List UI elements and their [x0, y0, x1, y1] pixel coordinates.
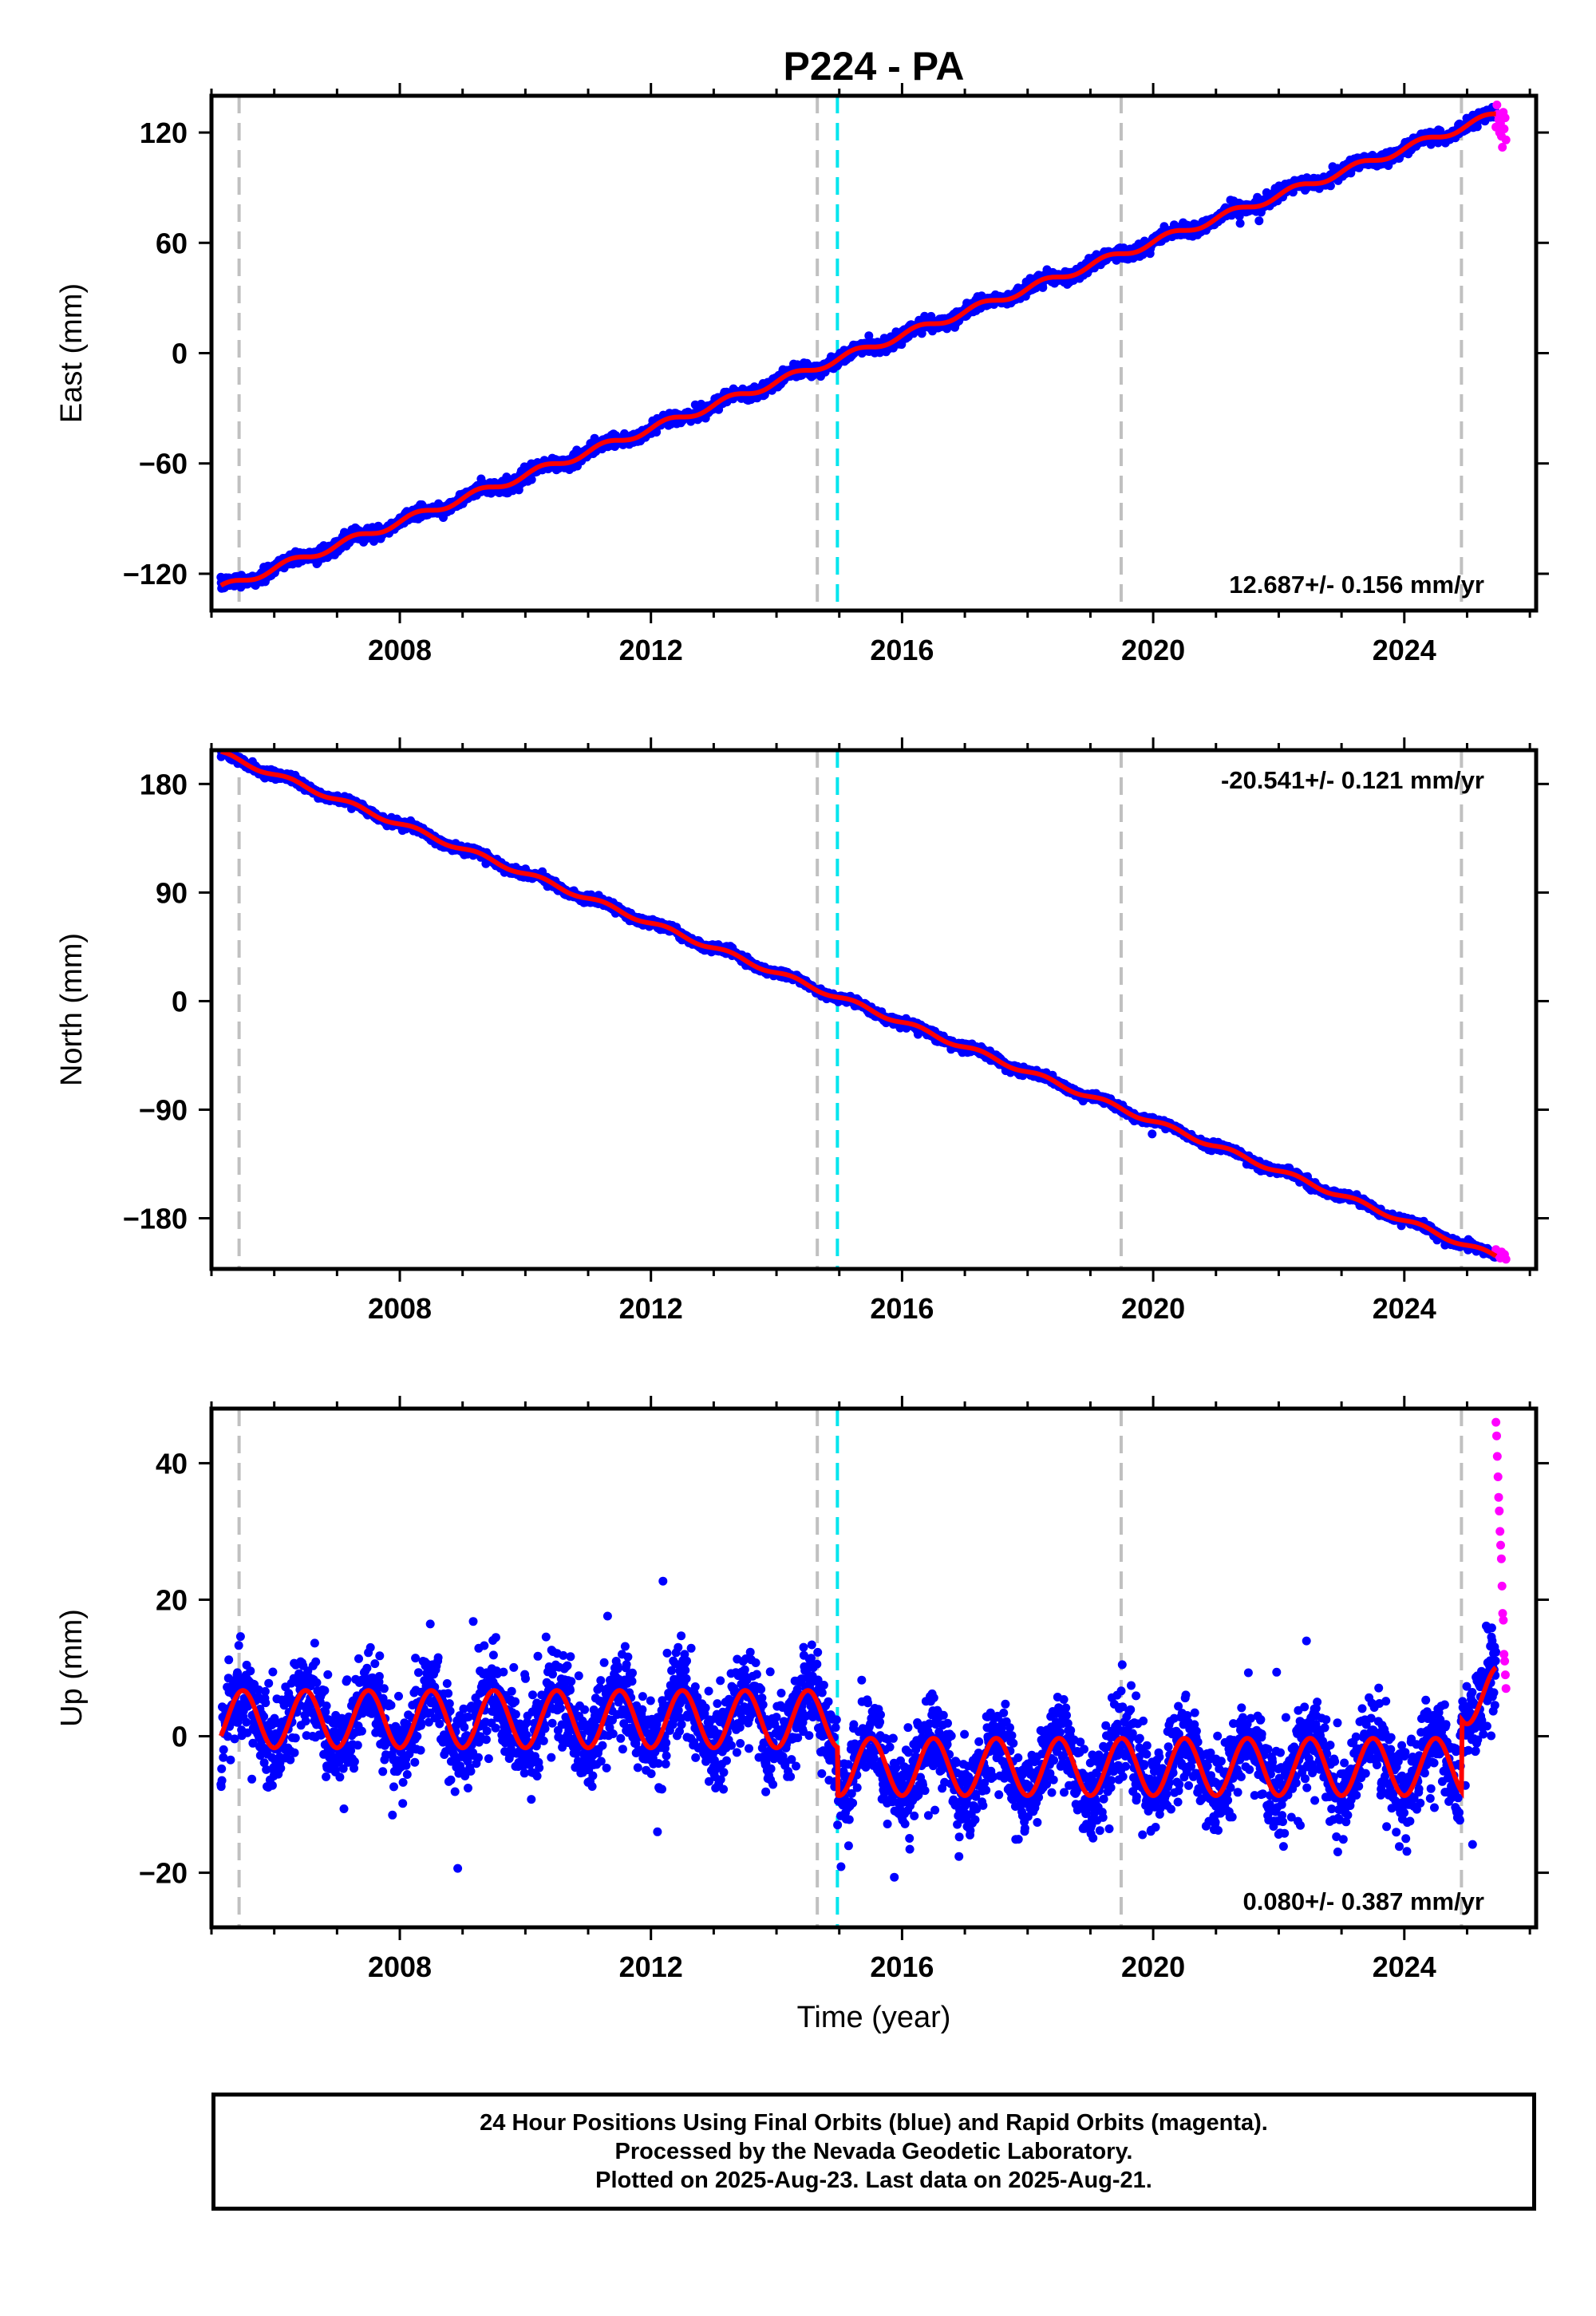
final-orbit-point: [1235, 219, 1245, 228]
y-tick-label: −60: [139, 448, 188, 480]
rate-label: 12.687+/- 0.156 mm/yr: [1229, 571, 1484, 599]
rapid-orbit-point: [1501, 135, 1511, 144]
rapid-orbit-point: [1500, 113, 1510, 123]
y-tick-label: 120: [140, 117, 188, 149]
final-orbit-point: [1254, 216, 1264, 226]
x-tick-label: 2020: [1121, 634, 1185, 666]
y-axis-label: East (mm): [55, 283, 89, 423]
east-panel: 2008 2012 2016 2020 2024 120 60 0 −60 −120 East (m…: [55, 83, 1549, 666]
x-tick-label: 2008: [368, 634, 432, 666]
model-fit-line: [219, 111, 1496, 588]
x-tick-label: 2016: [870, 634, 934, 666]
x-tick-label: 2012: [619, 634, 683, 666]
chart-title: P224 - PA: [784, 44, 965, 89]
final-orbit-point: [527, 475, 536, 484]
final-orbit-point: [652, 428, 662, 437]
x-tick-label: 2024: [1373, 634, 1436, 666]
y-tick-label: −120: [123, 558, 188, 591]
rapid-orbit-point: [1499, 124, 1509, 133]
y-tick-label: 60: [156, 227, 188, 259]
rapid-orbit-points: [1491, 101, 1511, 152]
y-tick-label: 0: [172, 338, 188, 370]
rapid-orbit-point: [1492, 101, 1502, 109]
